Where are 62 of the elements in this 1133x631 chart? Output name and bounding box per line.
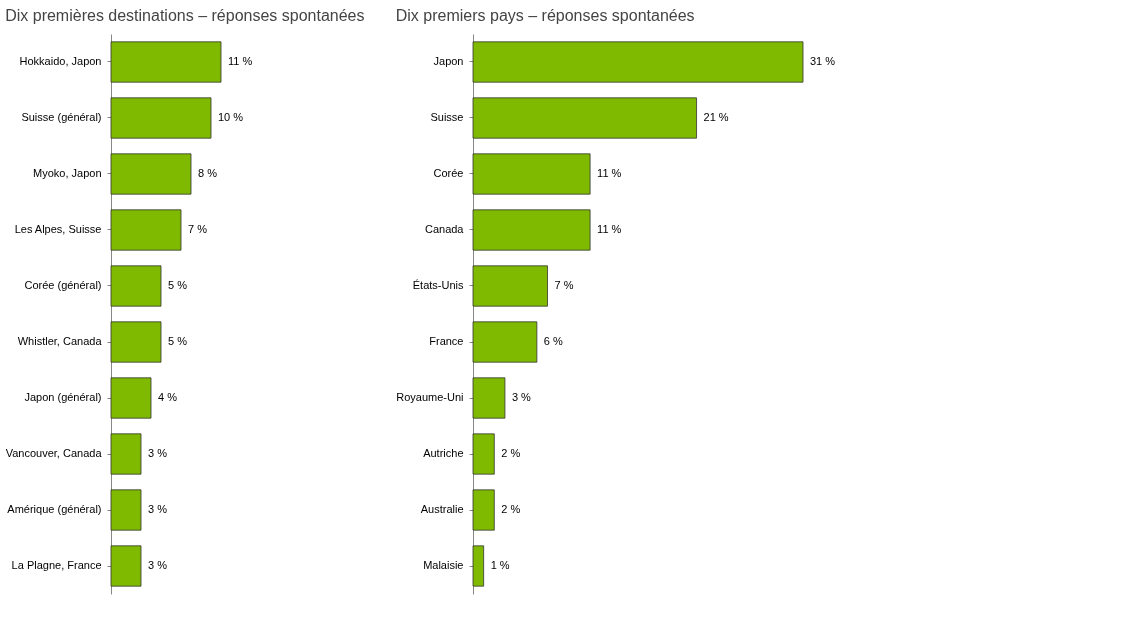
bar [472, 153, 591, 195]
bar [110, 153, 192, 195]
data-label: 11 % [228, 55, 253, 67]
y-tick-label: Vancouver, Canada [5, 447, 103, 459]
y-tick-label: Hokkaido, Japon [19, 55, 102, 67]
y-tick-label: Autriche [423, 447, 464, 459]
data-label: 3 % [511, 391, 532, 403]
data-label: 5 % [168, 335, 188, 347]
bar [472, 489, 495, 531]
bar [472, 545, 485, 587]
chart-title: Dix premières destinations – réponses spontanées [5, 7, 365, 24]
bar [110, 321, 162, 363]
bar [472, 209, 591, 251]
bar [472, 97, 697, 139]
data-label: 7 % [554, 279, 574, 291]
y-tick-label: Suisse [430, 111, 464, 123]
data-label: 21 % [703, 111, 729, 123]
y-tick-label: Royaume-Uni [396, 391, 464, 403]
bar [110, 433, 142, 475]
bar [110, 41, 222, 83]
bar [472, 265, 548, 307]
bar [472, 377, 506, 419]
data-label: 10 % [218, 111, 244, 123]
data-label: 3 % [148, 447, 168, 459]
data-label: 2 % [501, 503, 521, 515]
y-tick-label: Australie [420, 503, 464, 515]
data-label: 2 % [501, 447, 521, 459]
data-label: 31 % [810, 55, 836, 67]
bar [110, 97, 212, 139]
data-label: 11 % [597, 167, 622, 179]
data-label: 11 % [597, 223, 622, 235]
y-tick-label: Suisse (général) [21, 111, 102, 123]
bar [472, 321, 538, 363]
chart-title: Dix premiers pays – réponses spontanées [395, 7, 695, 24]
y-tick-label: La Plagne, France [11, 559, 102, 571]
bar [110, 489, 142, 531]
y-tick-label: Corée (général) [24, 279, 102, 291]
bar [110, 377, 152, 419]
y-tick-label: Japon [433, 55, 464, 67]
y-tick-label: Canada [424, 223, 465, 235]
bar [472, 433, 495, 475]
y-tick-label: États-Unis [412, 279, 464, 291]
bar [110, 265, 162, 307]
y-tick-label: France [429, 335, 464, 347]
data-label: 3 % [148, 559, 168, 571]
y-tick-label: Myoko, Japon [33, 167, 102, 179]
data-label: 8 % [198, 167, 218, 179]
y-tick-label: Les Alpes, Suisse [14, 223, 102, 235]
y-tick-label: Corée [433, 167, 464, 179]
data-label: 3 % [148, 503, 168, 515]
y-tick-label: Whistler, Canada [17, 335, 103, 347]
data-label: 5 % [168, 279, 188, 291]
y-tick-label: Malaisie [423, 559, 464, 571]
bar [472, 41, 804, 83]
data-label: 7 % [188, 223, 208, 235]
data-label: 6 % [543, 335, 564, 347]
data-label: 4 % [158, 391, 178, 403]
bar [110, 545, 142, 587]
y-tick-label: Amérique (général) [7, 503, 102, 515]
bar [110, 209, 182, 251]
y-tick-label: Japon (général) [24, 391, 102, 403]
data-label: 1 % [490, 559, 510, 571]
